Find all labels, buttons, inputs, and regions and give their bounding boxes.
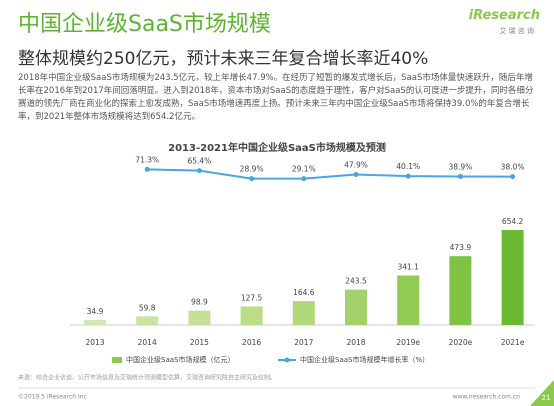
bar-label: 164.6 [293,288,315,297]
x-tick-label: 2014 [138,338,157,347]
bar [501,230,524,325]
title: 中国企业级SaaS市场规模 [18,12,271,37]
url: www.iresearch.com.cn [453,394,521,401]
growth-label: 38.9% [448,162,472,171]
bar [188,310,211,325]
growth-line [147,168,513,180]
x-tick-label: 2018 [346,338,365,347]
legend-marker [284,357,290,363]
growth-label: 38.0% [501,163,525,172]
bar [449,256,472,325]
bar [292,301,315,325]
bar [136,316,159,325]
growth-label: 29.1% [292,165,316,174]
paragraph: 2018年中国企业级SaaS市场规模为243.5亿元，较上年增长47.9%。在经… [18,73,534,122]
growth-point [301,176,307,182]
growth-point [405,173,411,179]
growth-point [196,168,202,174]
bar-label: 34.9 [87,307,104,316]
legend-label: 中国企业级SaaS市场规模（亿元） [126,355,234,364]
x-tick-label: 2020e [449,338,473,347]
growth-label: 28.9% [240,165,264,174]
x-tick-label: 2015 [190,338,209,347]
source: 来源：综合企业访谈、公开市场信息及艾瑞统计预测模型估算，艾瑞咨询研究院自主研究及… [18,374,276,382]
bar-label: 654.2 [502,217,524,226]
bar-label: 341.1 [397,262,419,271]
bar-label: 243.5 [345,277,367,286]
copyright: ©2019.5 iResearch Inc [18,394,87,401]
bar [345,289,367,325]
bar-label: 98.9 [191,298,208,307]
growth-point [144,166,150,172]
growth-label: 40.1% [396,162,420,171]
growth-point [457,173,463,179]
bar [397,275,420,325]
growth-point [510,174,516,180]
growth-label: 65.4% [187,157,211,166]
bar [84,319,106,325]
subtitle: 整体规模约250亿元，预计未来三年复合增长率近40% [18,49,429,69]
corner [530,380,554,406]
page-number: 21 [542,394,551,402]
growth-label: 47.9% [344,160,368,169]
legend-swatch [112,357,122,363]
growth-point [249,176,255,182]
logo: iResearch [468,8,540,23]
bar [240,306,263,325]
growth-label: 71.3% [135,155,159,164]
legend-label: 中国企业级SaaS市场规模年增长率（%） [300,355,429,364]
x-tick-label: 2019e [396,338,420,347]
chart-title: 2013-2021年中国企业级SaaS市场规模及预测 [168,141,386,154]
logo-sub: 艾 瑞 咨 询 [499,27,534,35]
x-tick-label: 2013 [85,338,104,347]
x-tick-label: 2016 [242,338,261,347]
growth-point [353,171,359,177]
x-tick-label: 2017 [294,338,313,347]
bar-label: 127.5 [241,293,263,302]
bar-label: 59.8 [139,303,156,312]
x-tick-label: 2021e [501,338,525,347]
bar-label: 473.9 [450,243,472,252]
